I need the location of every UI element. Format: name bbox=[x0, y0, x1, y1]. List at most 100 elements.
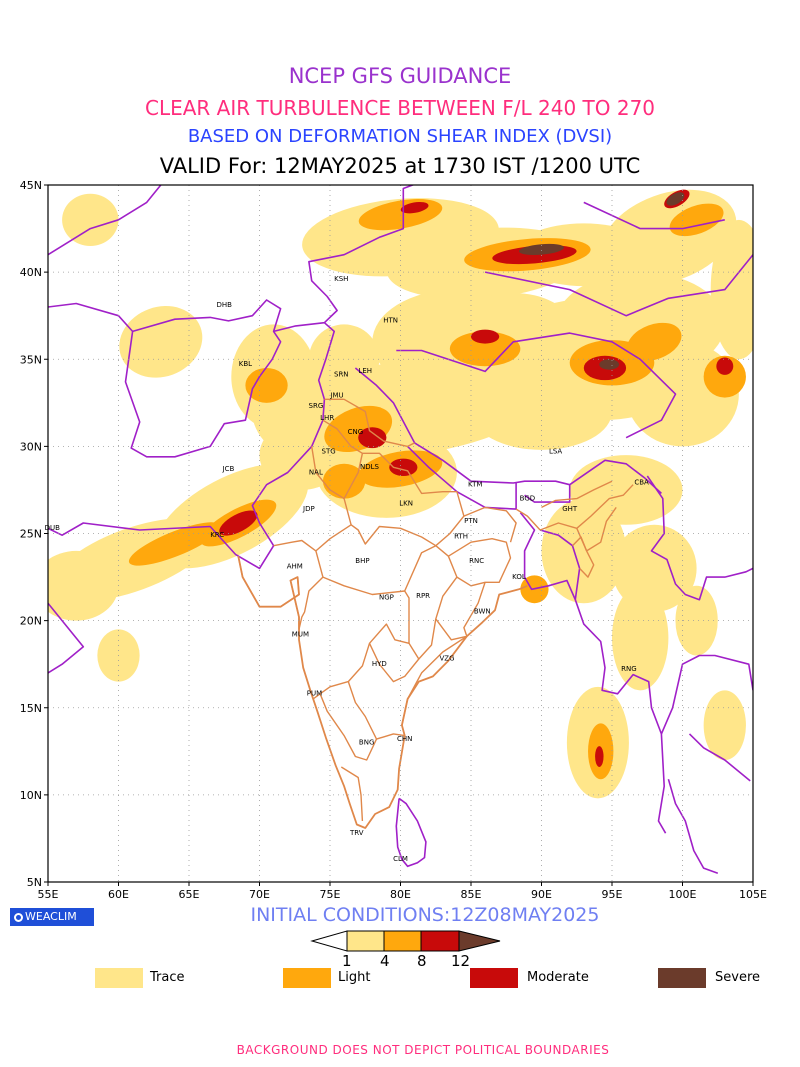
city-label-cba: CBA bbox=[634, 479, 649, 487]
city-label-kol: KOL bbox=[512, 573, 526, 581]
city-label-ndls: NDLS bbox=[360, 463, 380, 471]
title-line-1: NCEP GFS GUIDANCE bbox=[288, 64, 512, 88]
y-tick-label: 25N bbox=[20, 528, 42, 541]
city-label-krc: KRC bbox=[210, 531, 224, 539]
logo-text: WEACLIM bbox=[25, 910, 77, 923]
y-tick-label: 15N bbox=[20, 702, 42, 715]
city-label-lsa: LSA bbox=[549, 447, 562, 455]
turbulence-light-area bbox=[627, 322, 682, 361]
y-tick-label: 30N bbox=[20, 440, 42, 453]
legend-swatch-trace bbox=[95, 968, 143, 988]
x-tick-label: 95E bbox=[602, 888, 623, 901]
international-border-line bbox=[124, 299, 282, 458]
international-border-line bbox=[688, 733, 751, 782]
lat-lon-grid bbox=[48, 185, 753, 882]
turbulence-moderate-area bbox=[716, 357, 734, 375]
legend-swatch-moderate bbox=[470, 968, 518, 988]
x-tick-label: 70E bbox=[249, 888, 270, 901]
y-tick-label: 40N bbox=[20, 266, 42, 279]
x-tick-label: 60E bbox=[108, 888, 129, 901]
colorbar-label-12: 12 bbox=[451, 952, 471, 970]
city-label-leh: LEH bbox=[358, 367, 372, 375]
y-tick-label: 10N bbox=[20, 789, 42, 802]
city-label-bgd: BGD bbox=[520, 494, 536, 502]
turbulence-light-area bbox=[449, 331, 521, 367]
international-border-line bbox=[407, 445, 517, 510]
city-label-hyd: HYD bbox=[372, 660, 387, 668]
international-border-line bbox=[354, 367, 662, 494]
turbulence-trace-area bbox=[119, 306, 203, 378]
turbulence-severe-area bbox=[599, 359, 620, 370]
turbulence-light-area bbox=[245, 367, 288, 403]
city-label-jmu: JMU bbox=[329, 392, 343, 400]
international-border-line bbox=[48, 302, 134, 332]
colorbar-severe-arrow bbox=[458, 930, 501, 952]
turbulence-severe-area bbox=[666, 192, 685, 206]
turbulence-trace-area bbox=[308, 324, 380, 395]
colorbar-label-1: 1 bbox=[342, 952, 352, 970]
international-border-line bbox=[519, 512, 581, 601]
international-border-line bbox=[484, 254, 753, 317]
city-label-ptn: PTN bbox=[464, 517, 478, 525]
city-label-ght: GHT bbox=[562, 505, 578, 513]
city-label-dhb: DHB bbox=[217, 301, 233, 309]
state-border-line bbox=[539, 484, 634, 531]
turbulence-light-area bbox=[703, 355, 746, 398]
turbulence-light-area bbox=[322, 463, 366, 499]
city-label-rpr: RPR bbox=[416, 592, 430, 600]
title-line-3: BASED ON DEFORMATION SHEAR INDEX (DVSI) bbox=[187, 126, 613, 147]
turbulence-moderate-area bbox=[400, 201, 429, 214]
city-label-nal: NAL bbox=[309, 468, 323, 476]
city-label-htn: HTN bbox=[383, 317, 398, 325]
state-border-line bbox=[311, 446, 345, 500]
turbulence-trace-area bbox=[62, 193, 119, 246]
x-tick-label: 75E bbox=[320, 888, 341, 901]
city-label-rth: RTH bbox=[454, 533, 468, 541]
y-tick-label: 45N bbox=[20, 179, 42, 192]
state-border-line bbox=[298, 550, 324, 630]
city-label-vzg: VZG bbox=[440, 655, 455, 663]
city-label-stg: STG bbox=[322, 447, 336, 455]
turbulence-moderate-area bbox=[219, 510, 258, 536]
state-border-line bbox=[237, 556, 300, 630]
city-label-ahm: AHM bbox=[287, 562, 303, 570]
turbulence-severe-area bbox=[519, 243, 564, 256]
city-label-mum: MUM bbox=[292, 630, 309, 638]
legend-label-moderate: Moderate bbox=[527, 970, 589, 985]
city-label-cng: CNG bbox=[348, 428, 364, 436]
city-label-ngp: NGP bbox=[379, 594, 394, 602]
colorbar-label-8: 8 bbox=[417, 952, 427, 970]
international-border-line bbox=[574, 599, 667, 834]
state-border-line bbox=[340, 766, 364, 822]
international-border-line bbox=[273, 185, 415, 333]
x-tick-label: 55E bbox=[38, 888, 59, 901]
city-label-kbl: KBL bbox=[239, 360, 252, 368]
turbulence-trace-area bbox=[471, 373, 612, 450]
turbulence-trace-area bbox=[710, 219, 753, 360]
state-border-line bbox=[368, 643, 420, 683]
state-border-line bbox=[404, 545, 458, 660]
axis-ticks: 55E 60E 65E 70E 75E 80E 85E 90E 95E 100E 105E 45N 40… bbox=[20, 179, 767, 901]
state-border-line bbox=[515, 508, 541, 531]
turbulence-moderate-area bbox=[471, 329, 500, 344]
international-border-line bbox=[667, 778, 719, 875]
state-border-line bbox=[463, 506, 517, 543]
city-label-srn: SRN bbox=[334, 371, 349, 379]
state-border-line bbox=[448, 538, 512, 587]
state-border-line bbox=[571, 536, 588, 552]
turbulence-trace-area bbox=[703, 690, 746, 761]
x-tick-label: 105E bbox=[739, 888, 767, 901]
city-label-chn: CHN bbox=[397, 735, 412, 743]
state-border-line bbox=[273, 419, 364, 552]
x-tick-label: 85E bbox=[461, 888, 482, 901]
sri-lanka-coastline bbox=[395, 797, 427, 868]
x-tick-label: 80E bbox=[390, 888, 411, 901]
colorbar-low-arrow bbox=[310, 930, 348, 952]
map-plot-area bbox=[48, 185, 753, 875]
colorbar-label-4: 4 bbox=[380, 952, 390, 970]
state-border-line bbox=[324, 398, 415, 448]
state-border-line bbox=[541, 480, 613, 509]
city-label-trv: TRV bbox=[349, 829, 364, 837]
city-label-jdp: JDP bbox=[302, 505, 315, 513]
city-label-lhr: LHR bbox=[320, 414, 334, 422]
